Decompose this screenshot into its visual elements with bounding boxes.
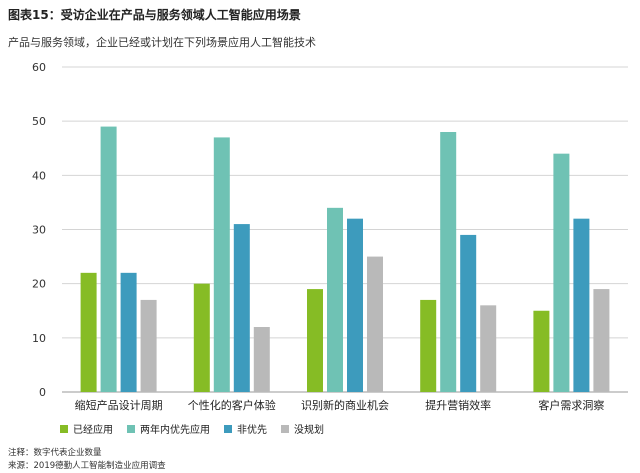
legend-swatch-no-plan xyxy=(281,424,289,433)
bar xyxy=(593,289,610,392)
bar xyxy=(253,327,270,392)
y-tick-label: 0 xyxy=(39,386,46,399)
bar xyxy=(193,283,210,392)
y-tick-label: 40 xyxy=(32,169,46,182)
legend-item-non-priority: 非优先 xyxy=(224,421,267,436)
x-tick-label: 识别新的商业机会 xyxy=(301,398,389,412)
legend-item-no-plan: 没规划 xyxy=(281,421,324,436)
bar xyxy=(327,207,343,392)
bar xyxy=(213,137,230,392)
bar xyxy=(420,299,437,392)
y-tick-label: 60 xyxy=(32,61,46,74)
y-tick-label: 20 xyxy=(32,278,46,291)
legend-swatch-priority xyxy=(127,424,135,433)
x-tick-label: 个性化的客户体验 xyxy=(188,398,276,412)
legend-item-priority: 两年内优先应用 xyxy=(127,421,210,436)
source-note: 来源：2019德勤人工智能制造业应用调查 xyxy=(8,461,166,471)
chart-title: 图表15：受访企业在产品与服务领域人工智能应用场景 xyxy=(8,8,301,22)
bar xyxy=(480,305,497,392)
bar xyxy=(347,218,363,392)
legend: 已经应用 两年内优先应用 非优先 没规划 xyxy=(60,421,324,436)
y-tick-label: 10 xyxy=(32,332,46,345)
bar xyxy=(440,132,457,392)
legend-item-applied: 已经应用 xyxy=(60,421,113,436)
x-tick-label: 客户需求洞察 xyxy=(538,398,604,412)
bar xyxy=(533,310,550,392)
bar xyxy=(460,234,477,392)
legend-label-no-plan: 没规划 xyxy=(294,425,324,436)
bar xyxy=(80,272,97,392)
legend-swatch-applied xyxy=(60,424,68,433)
legend-label-priority: 两年内优先应用 xyxy=(140,425,210,436)
bar xyxy=(553,153,570,392)
legend-label-applied: 已经应用 xyxy=(73,425,113,436)
legend-label-non-priority: 非优先 xyxy=(237,425,267,436)
x-tick-label: 缩短产品设计周期 xyxy=(75,398,163,412)
footnote: 注释：数字代表企业数量 xyxy=(8,448,102,458)
bar xyxy=(120,272,137,392)
y-tick-label: 50 xyxy=(32,115,46,128)
bar xyxy=(573,218,590,392)
chart-subtitle: 产品与服务领域，企业已经或计划在下列场景应用人工智能技术 xyxy=(8,36,316,49)
bar xyxy=(307,289,323,392)
bar xyxy=(367,256,383,392)
bar xyxy=(140,299,157,392)
legend-swatch-non-priority xyxy=(224,424,232,433)
x-tick-label: 提升营销效率 xyxy=(425,398,491,412)
bar xyxy=(233,224,250,392)
y-tick-label: 30 xyxy=(32,224,46,237)
bar xyxy=(100,126,117,392)
